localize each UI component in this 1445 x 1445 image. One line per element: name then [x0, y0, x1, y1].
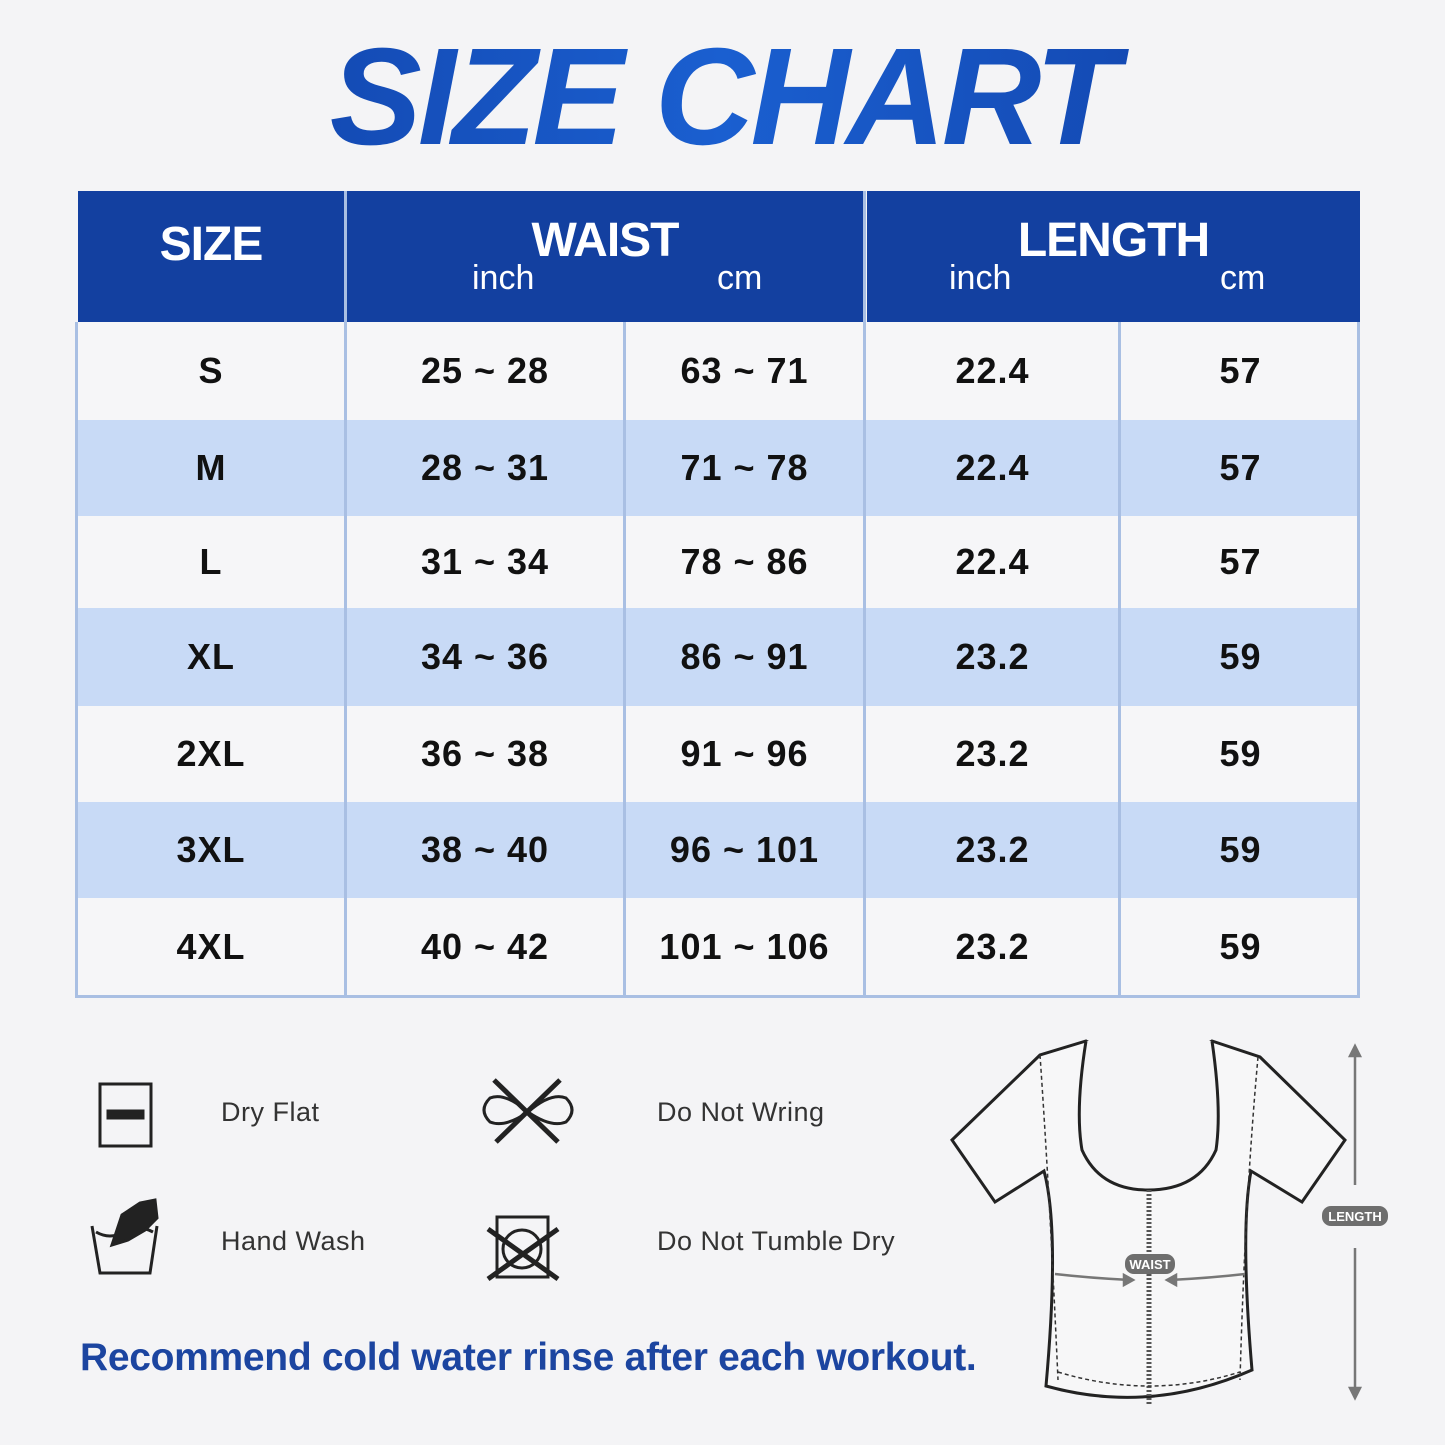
length-cm-unit: cm — [1220, 259, 1266, 297]
cell-waist-inch: 36 ~ 38 — [420, 733, 550, 774]
cell-length-cm: 57 — [1219, 350, 1262, 391]
cell-length-inch: 22.4 — [955, 541, 1030, 582]
cell-waist-cm: 101 ~ 106 — [659, 925, 830, 967]
column-divider — [1118, 322, 1121, 998]
cell-size: 3XL — [176, 829, 246, 870]
table-row: L 31 ~ 34 78 ~ 86 22.4 57 — [78, 516, 1360, 608]
header-waist-label: WAIST — [531, 214, 680, 267]
header-size-label: SIZE — [159, 218, 264, 271]
hand-wash-icon — [90, 1198, 159, 1275]
header-size: SIZE — [78, 191, 344, 322]
cell-waist-inch: 31 ~ 34 — [420, 541, 550, 582]
cell-size: XL — [186, 636, 235, 677]
header-waist: WAIST inch cm — [347, 191, 863, 322]
table-row: 3XL 38 ~ 40 96 ~ 101 23.2 59 — [78, 802, 1360, 898]
cell-waist-cm: 86 ~ 91 — [680, 636, 809, 677]
cell-length-cm: 59 — [1219, 829, 1262, 870]
cell-waist-inch: 34 ~ 36 — [420, 636, 550, 677]
cell-length-cm: 57 — [1219, 447, 1262, 488]
cell-length-cm: 59 — [1219, 636, 1262, 677]
care-label-do-not-tumble-dry: Do Not Tumble Dry — [657, 1226, 896, 1256]
waist-tag-label: WAIST — [1129, 1257, 1170, 1272]
length-measure-arrow — [1347, 1043, 1363, 1401]
care-label-dry-flat: Dry Flat — [221, 1097, 320, 1127]
table-row: 2XL 36 ~ 38 91 ~ 96 23.2 59 — [78, 706, 1360, 802]
do-not-tumble-dry-icon — [486, 1215, 560, 1282]
cell-waist-inch: 25 ~ 28 — [420, 350, 550, 391]
waist-inch-unit: inch — [472, 259, 535, 297]
table-row: M 28 ~ 31 71 ~ 78 22.4 57 — [78, 420, 1360, 516]
waist-cm-unit: cm — [717, 259, 763, 297]
column-divider — [344, 191, 347, 998]
column-divider — [75, 322, 78, 998]
dry-flat-icon — [98, 1082, 153, 1148]
column-divider — [623, 322, 626, 998]
cell-waist-inch: 28 ~ 31 — [420, 447, 550, 488]
table-row: 4XL 40 ~ 42 101 ~ 106 23.2 59 — [78, 898, 1360, 995]
length-tag: LENGTH — [1322, 1206, 1388, 1226]
cell-waist-cm: 78 ~ 86 — [680, 541, 809, 582]
cell-size: 2XL — [176, 733, 246, 774]
cell-size: S — [198, 350, 224, 391]
cell-waist-cm: 96 ~ 101 — [669, 829, 820, 870]
care-note: Recommend cold water rinse after each wo… — [80, 1336, 977, 1379]
cell-length-cm: 57 — [1219, 541, 1262, 582]
cell-length-inch: 22.4 — [955, 350, 1030, 391]
cell-waist-inch: 40 ~ 42 — [420, 925, 550, 967]
cell-waist-cm: 91 ~ 96 — [680, 733, 809, 774]
page-title: SIZE CHART — [0, 18, 1445, 177]
cell-length-cm: 59 — [1219, 925, 1262, 967]
length-tag-label: LENGTH — [1328, 1209, 1381, 1224]
column-divider — [1357, 322, 1360, 998]
cell-waist-cm: 71 ~ 78 — [680, 447, 809, 488]
cell-length-inch: 23.2 — [955, 733, 1030, 774]
table-row: XL 34 ~ 36 86 ~ 91 23.2 59 — [78, 608, 1360, 706]
do-not-wring-icon — [482, 1078, 574, 1144]
care-label-hand-wash: Hand Wash — [221, 1226, 366, 1256]
cell-size: L — [199, 541, 223, 582]
garment-diagram — [950, 1039, 1347, 1405]
table-bottom-border — [75, 995, 1360, 998]
waist-measure-arrows — [1054, 1272, 1246, 1288]
header-length-label: LENGTH — [1017, 214, 1210, 267]
header-length: LENGTH inch cm — [867, 191, 1360, 322]
cell-size: 4XL — [176, 925, 246, 967]
cell-length-inch: 23.2 — [955, 829, 1030, 870]
length-inch-unit: inch — [949, 259, 1012, 297]
cell-waist-cm: 63 ~ 71 — [680, 350, 809, 391]
cell-length-inch: 22.4 — [955, 447, 1030, 488]
cell-length-inch: 23.2 — [955, 925, 1030, 967]
column-divider — [863, 191, 866, 998]
cell-size: M — [195, 447, 227, 488]
cell-length-inch: 23.2 — [955, 636, 1030, 677]
cell-waist-inch: 38 ~ 40 — [420, 829, 550, 870]
table-row: S 25 ~ 28 63 ~ 71 22.4 57 — [78, 322, 1360, 420]
care-label-do-not-wring: Do Not Wring — [657, 1097, 825, 1127]
waist-tag: WAIST — [1125, 1254, 1175, 1274]
cell-length-cm: 59 — [1219, 733, 1262, 774]
